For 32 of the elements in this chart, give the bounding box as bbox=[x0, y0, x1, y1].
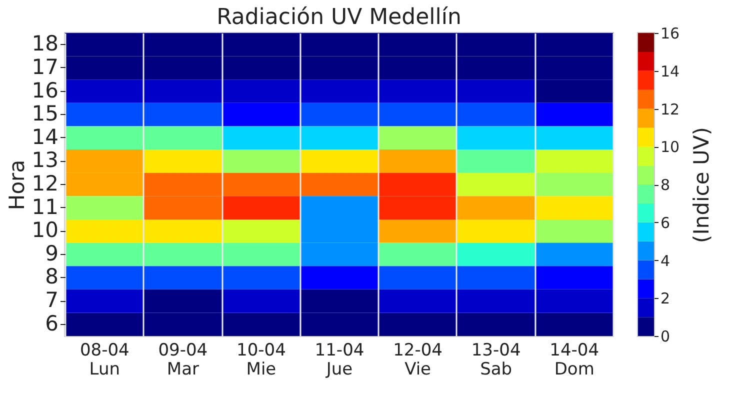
color-bar-label: 16 bbox=[660, 24, 680, 42]
color-bar-label: 10 bbox=[660, 138, 680, 156]
x-tick-label: 08-04 Lun bbox=[80, 340, 130, 380]
color-bar-label: 2 bbox=[660, 290, 670, 308]
color-bar-label: 4 bbox=[660, 252, 670, 270]
y-tick-label: 13 bbox=[32, 148, 58, 172]
y-tick-label: 10 bbox=[32, 218, 58, 242]
y-tick-label: 15 bbox=[32, 102, 58, 126]
y-tick-label: 17 bbox=[32, 54, 58, 79]
y-tick-label: 7 bbox=[45, 288, 58, 312]
y-tick-label: 16 bbox=[32, 78, 58, 102]
y-tick-label: 12 bbox=[32, 172, 58, 196]
x-tick-label: 14-04 Dom bbox=[550, 340, 600, 380]
chart-title: Radiación UV Medellín bbox=[216, 5, 462, 30]
color-bar-label: 8 bbox=[660, 176, 670, 194]
x-tick-label: 13-04 Sab bbox=[471, 340, 521, 380]
x-tick-label: 10-04 Mie bbox=[236, 340, 286, 380]
y-tick-label: 14 bbox=[32, 124, 58, 149]
color-bar-label: 0 bbox=[660, 328, 670, 346]
y-tick-label: 6 bbox=[45, 311, 58, 336]
color-bar-label: 14 bbox=[660, 62, 680, 80]
color-bar-label: 12 bbox=[660, 100, 680, 118]
color-bar-title: (Indice UV) bbox=[690, 127, 714, 243]
x-tick-label: 11-04 Jue bbox=[314, 340, 364, 380]
y-tick-label: 9 bbox=[45, 241, 58, 266]
y-tick-label: 11 bbox=[32, 194, 58, 219]
x-tick-label: 12-04 Vie bbox=[393, 340, 442, 380]
color-bar-label: 6 bbox=[660, 214, 670, 232]
y-tick-label: 8 bbox=[45, 264, 58, 289]
y-tick-label: 18 bbox=[32, 32, 58, 56]
x-tick-label: 09-04 Mar bbox=[158, 340, 208, 380]
y-axis-title: Hora bbox=[4, 160, 29, 210]
